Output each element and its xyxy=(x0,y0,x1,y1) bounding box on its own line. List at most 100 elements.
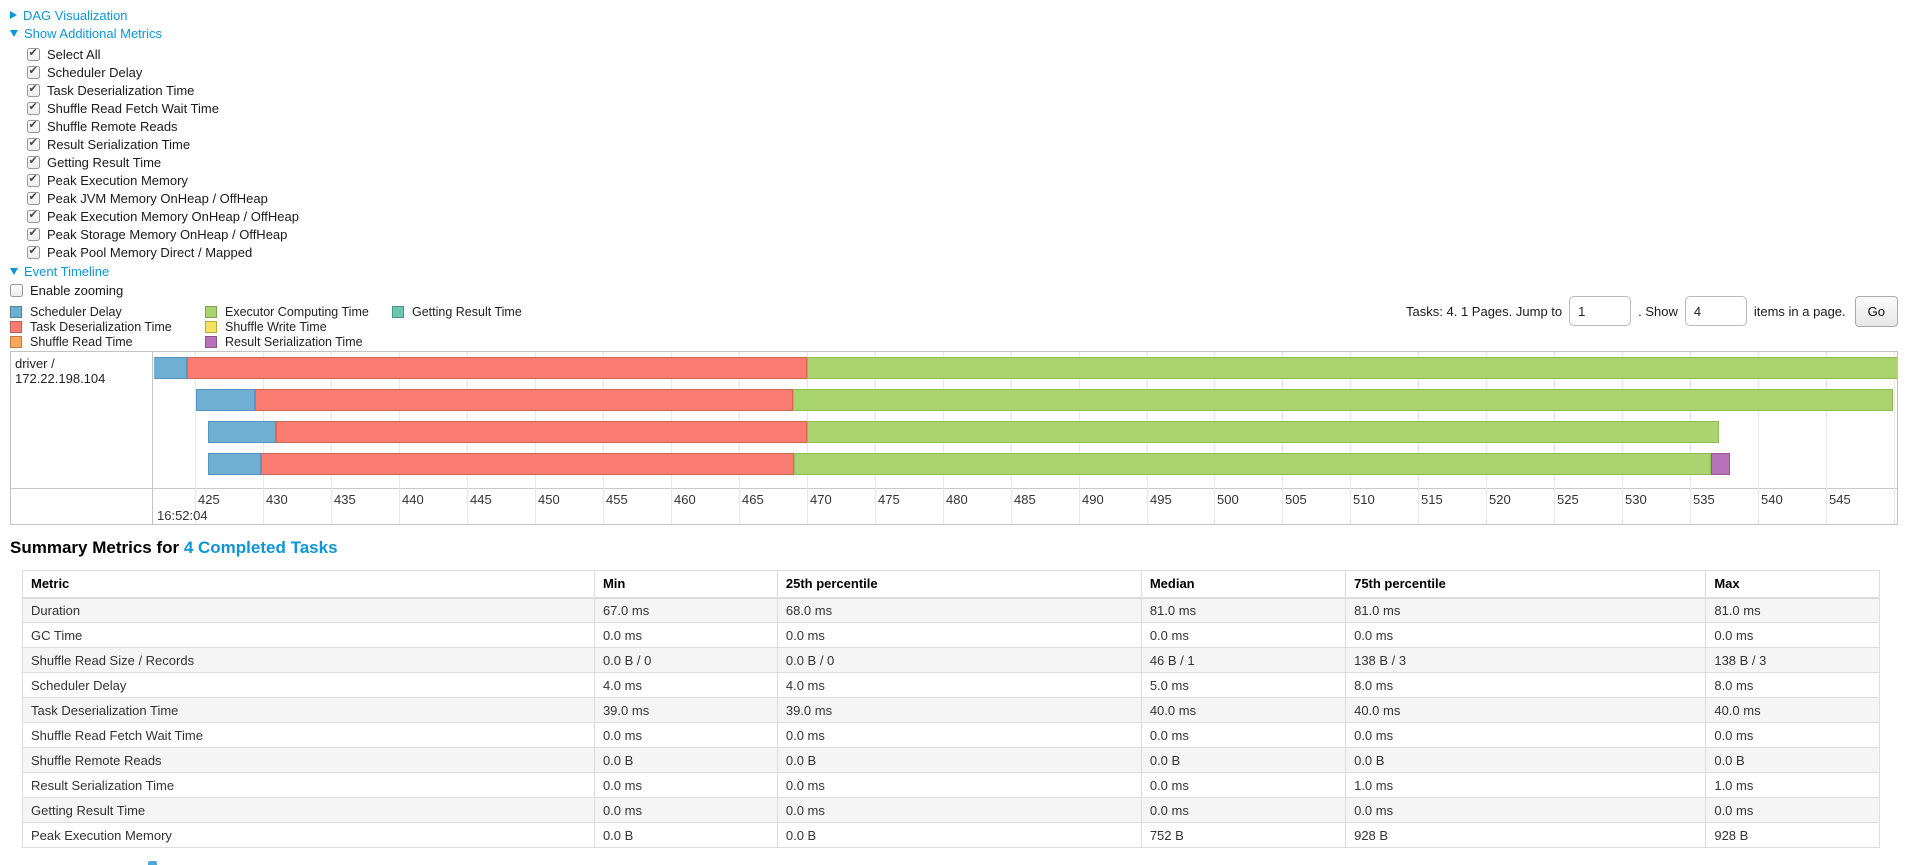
table-header-cell: 25th percentile xyxy=(776,570,1142,599)
metric-checkbox[interactable] xyxy=(27,46,40,61)
timeline-legend: Scheduler Delay Task Deserialization Time… xyxy=(10,304,592,349)
enable-zooming-checkbox-row[interactable]: Enable zooming xyxy=(10,281,123,299)
timeline-bar-segment-scheduler-delay[interactable] xyxy=(154,357,187,379)
metric-checkbox-row[interactable]: Select All xyxy=(27,45,299,63)
metric-value-cell: 1.0 ms xyxy=(1705,772,1880,798)
metric-checkbox[interactable] xyxy=(27,190,40,205)
metric-checkbox[interactable] xyxy=(27,100,40,115)
legend-item: Task Deserialization Time xyxy=(10,319,205,334)
shuffle-write-swatch-icon xyxy=(205,320,217,333)
metric-checkbox[interactable] xyxy=(27,82,40,97)
metric-checkbox-row[interactable]: Peak JVM Memory OnHeap / OffHeap xyxy=(27,189,299,207)
table-header-cell: Metric xyxy=(22,570,595,599)
metric-checkbox-label: Select All xyxy=(47,46,101,62)
table-header-cell: 75th percentile xyxy=(1345,570,1707,599)
timeline-bar-segment-executor-computing[interactable] xyxy=(794,453,1711,475)
axis-gridline xyxy=(195,352,196,524)
metric-checkbox-row[interactable]: Getting Result Time xyxy=(27,153,299,171)
timeline-bar-segment-task-deserialization[interactable] xyxy=(187,357,807,379)
metric-checkbox-row[interactable]: Shuffle Read Fetch Wait Time xyxy=(27,99,299,117)
table-row: Peak Execution Memory 0.0 B 0.0 B 752 B 928 … xyxy=(22,822,1880,848)
axis-gridline xyxy=(1894,352,1895,524)
metric-checkbox-row[interactable]: Peak Pool Memory Direct / Mapped xyxy=(27,243,299,261)
legend-item: Getting Result Time xyxy=(392,304,592,319)
metric-name-cell: Result Serialization Time xyxy=(22,772,595,798)
jump-to-page-input[interactable] xyxy=(1569,296,1632,326)
go-button[interactable]: Go xyxy=(1854,295,1898,327)
table-header-cell: Median xyxy=(1140,570,1347,599)
metric-checkbox-row[interactable]: Scheduler Delay xyxy=(27,63,299,81)
timeline-bar-segment-scheduler-delay[interactable] xyxy=(208,453,261,475)
metric-value-cell: 4.0 ms xyxy=(593,672,778,698)
metric-value-cell: 0.0 ms xyxy=(1345,622,1707,648)
summary-metrics-table: Metric Min 25th percentile Median 75th perce… xyxy=(22,570,1880,848)
metric-name-cell: Shuffle Read Size / Records xyxy=(22,647,595,673)
event-timeline-toggle[interactable]: Event Timeline xyxy=(10,263,109,279)
dag-visualization-link[interactable]: DAG Visualization xyxy=(23,7,128,23)
legend-item-label: Scheduler Delay xyxy=(30,304,122,319)
timeline-bar-segment-scheduler-delay[interactable] xyxy=(208,421,276,443)
timeline-bar-segment-task-deserialization[interactable] xyxy=(261,453,794,475)
metric-name-cell: Peak Execution Memory xyxy=(22,822,595,848)
metric-checkbox-label: Shuffle Remote Reads xyxy=(47,118,178,134)
timeline-group-label: driver / 172.22.198.104 xyxy=(11,352,153,524)
metric-checkbox-row[interactable]: Peak Storage Memory OnHeap / OffHeap xyxy=(27,225,299,243)
timeline-bar-segment-task-deserialization[interactable] xyxy=(276,421,807,443)
axis-tick-label: 520 xyxy=(1489,492,1511,507)
metric-name-cell: Shuffle Read Fetch Wait Time xyxy=(22,722,595,748)
page-size-input[interactable] xyxy=(1684,296,1747,326)
timeline-bar-segment-executor-computing[interactable] xyxy=(807,421,1719,443)
axis-gridline xyxy=(1826,352,1827,524)
metric-value-cell: 138 B / 3 xyxy=(1345,647,1707,673)
metric-checkbox-label: Getting Result Time xyxy=(47,154,162,170)
summary-heading-text: Summary Metrics for xyxy=(10,538,184,557)
timeline-bar-segment-scheduler-delay[interactable] xyxy=(196,389,255,411)
enable-zooming-checkbox[interactable] xyxy=(10,283,23,297)
event-timeline-link[interactable]: Event Timeline xyxy=(24,263,110,279)
dag-visualization-toggle[interactable]: DAG Visualization xyxy=(10,7,128,23)
metric-checkbox[interactable] xyxy=(27,136,40,151)
timeline-bar-segment-executor-computing[interactable] xyxy=(793,389,1893,411)
metric-value-cell: 0.0 ms xyxy=(1345,722,1707,748)
metric-checkbox[interactable] xyxy=(27,154,40,169)
show-additional-metrics-toggle[interactable]: Show Additional Metrics xyxy=(10,25,162,41)
metric-value-cell: 40.0 ms xyxy=(1140,697,1347,723)
metric-name-cell: Task Deserialization Time xyxy=(22,697,595,723)
metric-checkbox-row[interactable]: Task Deserialization Time xyxy=(27,81,299,99)
task-pagination: Tasks: 4. 1 Pages. Jump to . Show items … xyxy=(1406,295,1898,327)
metric-value-cell: 0.0 B xyxy=(1705,747,1880,773)
metric-checkbox-row[interactable]: Shuffle Remote Reads xyxy=(27,117,299,135)
metric-value-cell: 40.0 ms xyxy=(1705,697,1880,723)
result-serialization-swatch-icon xyxy=(205,335,217,348)
completed-tasks-link[interactable]: 4 Completed Tasks xyxy=(183,538,338,557)
timeline-bar-segment-result-serialization[interactable] xyxy=(1711,453,1730,475)
axis-tick-label: 475 xyxy=(878,492,900,507)
metric-checkbox-row[interactable]: Result Serialization Time xyxy=(27,135,299,153)
metric-checkbox-row[interactable]: Peak Execution Memory OnHeap / OffHeap xyxy=(27,207,299,225)
metric-checkbox[interactable] xyxy=(27,64,40,79)
legend-item: Result Serialization Time xyxy=(205,334,392,349)
task-deserialization-swatch-icon xyxy=(10,320,22,333)
timeline-bar-segment-executor-computing[interactable] xyxy=(807,357,1897,379)
timeline-bar-segment-task-deserialization[interactable] xyxy=(255,389,793,411)
axis-tick-label: 525 xyxy=(1557,492,1579,507)
metric-value-cell: 8.0 ms xyxy=(1345,672,1707,698)
metric-checkbox[interactable] xyxy=(27,118,40,133)
metric-checkbox-label: Peak JVM Memory OnHeap / OffHeap xyxy=(47,190,268,206)
legend-item: Shuffle Write Time xyxy=(205,319,392,334)
metric-value-cell: 0.0 ms xyxy=(776,722,1142,748)
metric-checkbox[interactable] xyxy=(27,226,40,241)
show-additional-metrics-link[interactable]: Show Additional Metrics xyxy=(24,25,163,41)
axis-tick-label: 500 xyxy=(1217,492,1239,507)
metric-checkbox-label: Peak Execution Memory xyxy=(47,172,188,188)
metric-checkbox[interactable] xyxy=(27,172,40,187)
table-row: Getting Result Time 0.0 ms 0.0 ms 0.0 ms 0.0… xyxy=(22,797,1880,823)
metric-checkbox[interactable] xyxy=(27,244,40,259)
metric-checkbox[interactable] xyxy=(27,208,40,223)
metric-value-cell: 1.0 ms xyxy=(1345,772,1707,798)
timeline-plot-area: 425 430 435 440 445 450 455 460 465 470 475 480 485 4… xyxy=(154,352,1897,524)
metric-value-cell: 0.0 B xyxy=(776,747,1142,773)
axis-tick-label: 535 xyxy=(1693,492,1715,507)
enable-zooming-label: Enable zooming xyxy=(30,282,124,298)
metric-checkbox-row[interactable]: Peak Execution Memory xyxy=(27,171,299,189)
